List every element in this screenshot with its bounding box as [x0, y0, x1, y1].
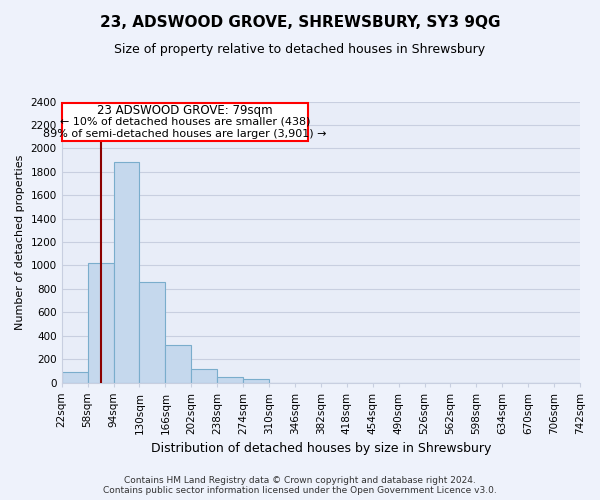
- Bar: [217, 376, 243, 382]
- Y-axis label: Number of detached properties: Number of detached properties: [15, 154, 25, 330]
- Text: Contains HM Land Registry data © Crown copyright and database right 2024.: Contains HM Land Registry data © Crown c…: [124, 476, 476, 485]
- Text: Size of property relative to detached houses in Shrewsbury: Size of property relative to detached ho…: [115, 42, 485, 56]
- Bar: [166, 345, 191, 383]
- Bar: [191, 369, 217, 382]
- Text: 23, ADSWOOD GROVE, SHREWSBURY, SY3 9QG: 23, ADSWOOD GROVE, SHREWSBURY, SY3 9QG: [100, 15, 500, 30]
- X-axis label: Distribution of detached houses by size in Shrewsbury: Distribution of detached houses by size …: [151, 442, 491, 455]
- Bar: [139, 282, 166, 382]
- Text: Contains public sector information licensed under the Open Government Licence v3: Contains public sector information licen…: [103, 486, 497, 495]
- Bar: [243, 379, 269, 382]
- Bar: [62, 372, 88, 382]
- Text: ← 10% of detached houses are smaller (438): ← 10% of detached houses are smaller (43…: [59, 117, 310, 127]
- Text: 23 ADSWOOD GROVE: 79sqm: 23 ADSWOOD GROVE: 79sqm: [97, 104, 272, 117]
- Bar: [113, 162, 139, 382]
- Bar: [88, 263, 113, 382]
- FancyBboxPatch shape: [62, 102, 308, 142]
- Text: 89% of semi-detached houses are larger (3,901) →: 89% of semi-detached houses are larger (…: [43, 128, 326, 138]
